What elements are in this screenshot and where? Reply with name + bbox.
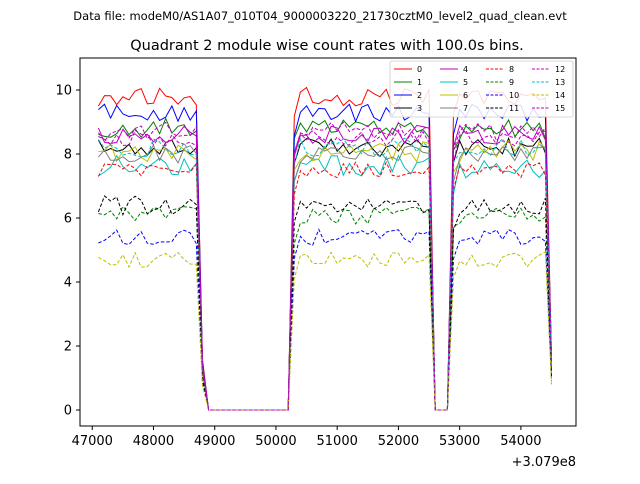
series-line-13 [97, 137, 552, 411]
series-lines [97, 86, 552, 411]
y-tick-label: 8 [64, 148, 72, 163]
series-line-7 [98, 144, 552, 411]
legend-label-1: 1 [417, 78, 422, 87]
y-tick-label: 2 [64, 340, 72, 355]
x-offset-label: +3.079e8 [512, 455, 576, 470]
legend-label-13: 13 [555, 78, 565, 87]
legend-label-11: 11 [509, 104, 519, 113]
series-line-5 [98, 154, 552, 411]
series-line-9 [98, 205, 552, 411]
series-line-3 [97, 136, 552, 411]
series-line-14 [98, 250, 552, 411]
series-line-6 [98, 139, 552, 411]
series-line-11 [97, 195, 552, 411]
series-line-4 [97, 124, 552, 411]
x-axis: 47000 48000 49000 50000 51000 52000 53000 54000 [72, 426, 542, 449]
legend-label-2: 2 [417, 91, 422, 100]
legend-frame [389, 60, 574, 118]
series-line-0 [97, 86, 552, 411]
legend-label-5: 5 [463, 78, 468, 87]
legend-label-9: 9 [509, 78, 514, 87]
chart-title: Quadrant 2 module wise count rates with … [130, 38, 524, 54]
legend-label-4: 4 [463, 65, 468, 74]
series-line-15 [97, 121, 552, 411]
y-tick-label: 0 [64, 404, 72, 419]
legend-label-7: 7 [463, 104, 468, 113]
legend-label-14: 14 [555, 91, 565, 100]
series-line-8 [97, 161, 552, 411]
y-tick-label: 4 [64, 276, 72, 291]
legend-label-12: 12 [555, 65, 565, 74]
legend-label-3: 3 [417, 104, 422, 113]
x-tick-label: 50000 [255, 434, 296, 449]
x-tick-label: 47000 [72, 434, 113, 449]
legend-label-6: 6 [463, 91, 468, 100]
y-tick-label: 6 [64, 212, 72, 227]
y-axis: 0 2 4 6 8 10 [55, 84, 80, 419]
series-line-12 [98, 129, 552, 411]
legend-label-15: 15 [555, 104, 565, 113]
plot-frame [79, 57, 577, 427]
legend-label-8: 8 [509, 65, 514, 74]
series-line-1 [98, 117, 552, 411]
x-tick-label: 52000 [378, 434, 419, 449]
series-line-10 [98, 228, 552, 411]
x-tick-label: 53000 [439, 434, 480, 449]
x-tick-label: 48000 [133, 434, 174, 449]
legend-label-0: 0 [417, 65, 422, 74]
data-file-label: Data file: modeM0/AS1A07_010T04_90000032… [73, 9, 567, 23]
legend-label-10: 10 [509, 91, 519, 100]
x-tick-label: 51000 [317, 434, 358, 449]
x-tick-label: 54000 [500, 434, 541, 449]
y-tick-label: 10 [55, 84, 72, 99]
x-tick-label: 49000 [194, 434, 235, 449]
